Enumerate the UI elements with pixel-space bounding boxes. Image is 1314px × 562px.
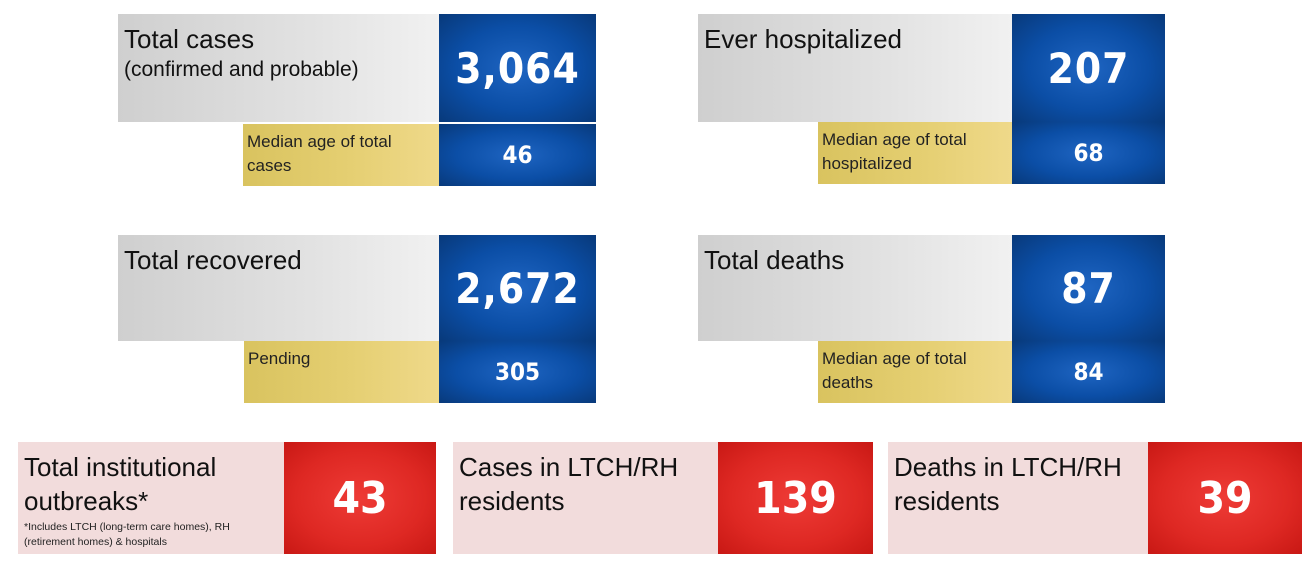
total-cases-panel: Total cases (confirmed and probable) <box>118 14 439 122</box>
total-cases-median-value: 46 <box>439 124 596 186</box>
institutional-outbreaks-panel: Total institutional outbreaks* *Includes… <box>18 442 284 554</box>
total-deaths-title: Total deaths <box>704 245 845 275</box>
ever-hospitalized-title: Ever hospitalized <box>704 24 902 54</box>
total-cases-subtitle: (confirmed and probable) <box>124 58 359 81</box>
total-deaths-median-label: Median age of total deaths <box>818 341 1012 403</box>
total-recovered-pending-value: 305 <box>439 341 596 403</box>
total-cases-title: Total cases <box>124 24 255 54</box>
ltch-cases-value: 139 <box>718 442 873 554</box>
ltch-cases-title: Cases in LTCH/RH residents <box>459 452 679 516</box>
institutional-outbreaks-value: 43 <box>284 442 436 554</box>
total-recovered-pending-label: Pending <box>244 341 439 403</box>
ever-hospitalized-median-value: 68 <box>1012 122 1165 184</box>
total-deaths-median-value: 84 <box>1012 341 1165 403</box>
ltch-deaths-title: Deaths in LTCH/RH residents <box>894 452 1122 516</box>
total-recovered-panel: Total recovered <box>118 235 439 341</box>
ltch-cases-panel: Cases in LTCH/RH residents <box>453 442 718 554</box>
total-deaths-panel: Total deaths <box>698 235 1012 341</box>
total-deaths-value: 87 <box>1012 235 1165 341</box>
ever-hospitalized-panel: Ever hospitalized <box>698 14 1012 122</box>
ltch-deaths-panel: Deaths in LTCH/RH residents <box>888 442 1148 554</box>
total-cases-median-label: Median age of total cases <box>243 124 439 186</box>
institutional-outbreaks-title: Total institutional outbreaks* <box>24 452 217 516</box>
institutional-outbreaks-note: *Includes LTCH (long-term care homes), R… <box>24 521 230 548</box>
total-recovered-value: 2,672 <box>439 235 596 341</box>
ltch-deaths-value: 39 <box>1148 442 1302 554</box>
ever-hospitalized-median-label: Median age of total hospitalized <box>818 122 1012 184</box>
total-recovered-title: Total recovered <box>124 245 302 275</box>
ever-hospitalized-value: 207 <box>1012 14 1165 122</box>
total-cases-value: 3,064 <box>439 14 596 122</box>
